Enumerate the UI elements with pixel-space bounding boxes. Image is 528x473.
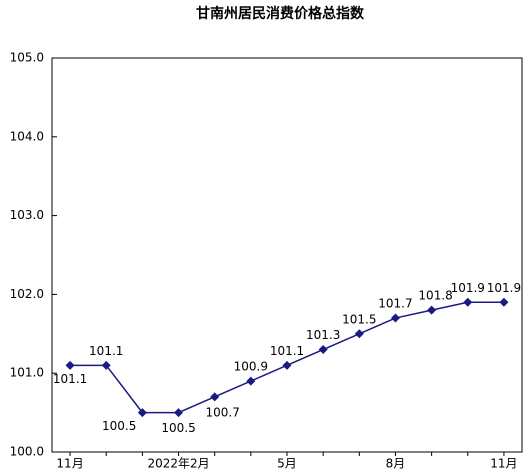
x-tick-label: 2022年2月 — [147, 457, 209, 471]
data-label: 101.9 — [487, 281, 521, 295]
y-tick-label: 103.0 — [10, 208, 44, 222]
chart-title: 甘南州居民消费价格总指数 — [196, 5, 365, 22]
data-label: 101.1 — [270, 344, 304, 358]
data-label: 100.5 — [161, 421, 195, 435]
marker — [318, 345, 328, 355]
marker — [210, 392, 220, 402]
marker — [246, 376, 256, 386]
data-label: 101.3 — [306, 328, 340, 342]
x-tick-label: 11月 — [56, 457, 83, 471]
marker — [390, 313, 400, 323]
x-tick-label: 11月 — [490, 457, 517, 471]
marker — [137, 408, 147, 418]
y-tick-label: 102.0 — [10, 287, 44, 301]
data-label: 100.5 — [102, 419, 136, 433]
x-tick-label: 8月 — [386, 457, 406, 471]
data-label: 100.7 — [206, 405, 240, 419]
data-label: 101.7 — [378, 297, 412, 311]
data-label: 101.9 — [451, 281, 485, 295]
marker — [282, 360, 292, 370]
marker — [499, 297, 509, 307]
marker — [354, 329, 364, 339]
y-tick-label: 105.0 — [10, 51, 44, 65]
data-label: 100.9 — [234, 360, 268, 374]
y-tick-label: 101.0 — [10, 366, 44, 380]
marker — [101, 360, 111, 370]
y-tick-label: 104.0 — [10, 129, 44, 143]
data-label: 101.1 — [53, 372, 87, 386]
x-tick-label: 5月 — [277, 457, 297, 471]
data-label: 101.8 — [418, 289, 452, 303]
data-label: 101.1 — [89, 344, 123, 358]
marker — [463, 297, 473, 307]
marker — [65, 360, 75, 370]
y-tick-label: 100.0 — [10, 445, 44, 459]
data-label: 101.5 — [342, 312, 376, 326]
marker — [427, 305, 437, 315]
marker — [174, 408, 184, 418]
